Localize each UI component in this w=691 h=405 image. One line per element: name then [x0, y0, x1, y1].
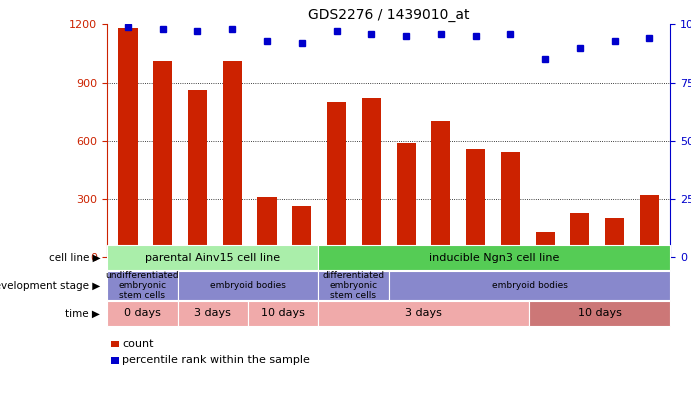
Bar	[397, 143, 415, 257]
Bar	[362, 98, 381, 257]
Bar	[258, 197, 276, 257]
Text: 10 days: 10 days	[261, 309, 305, 318]
Text: differentiated
embryonic
stem cells: differentiated embryonic stem cells	[323, 271, 385, 301]
Bar	[327, 102, 346, 257]
Bar	[466, 149, 485, 257]
Title: GDS2276 / 1439010_at: GDS2276 / 1439010_at	[308, 8, 469, 22]
Bar	[292, 206, 312, 257]
Text: time ▶: time ▶	[66, 309, 100, 318]
Text: cell line ▶: cell line ▶	[48, 253, 100, 262]
Text: undifferentiated
embryonic
stem cells: undifferentiated embryonic stem cells	[106, 271, 179, 301]
Text: parental Ainv15 cell line: parental Ainv15 cell line	[145, 253, 281, 262]
Text: 3 days: 3 days	[406, 309, 442, 318]
Text: inducible Ngn3 cell line: inducible Ngn3 cell line	[429, 253, 560, 262]
Text: 10 days: 10 days	[578, 309, 622, 318]
Bar	[153, 61, 172, 257]
Bar	[223, 61, 242, 257]
Bar	[570, 213, 589, 257]
Bar	[501, 152, 520, 257]
Bar	[118, 28, 138, 257]
Text: percentile rank within the sample: percentile rank within the sample	[122, 356, 310, 365]
Bar	[640, 195, 659, 257]
Text: embryoid bodies: embryoid bodies	[491, 281, 567, 290]
Text: embryoid bodies: embryoid bodies	[210, 281, 286, 290]
Bar	[431, 122, 451, 257]
Bar	[536, 232, 555, 257]
Bar	[188, 90, 207, 257]
Bar	[605, 218, 624, 257]
Text: 0 days: 0 days	[124, 309, 161, 318]
Text: count: count	[122, 339, 154, 349]
Text: development stage ▶: development stage ▶	[0, 281, 100, 290]
Text: 3 days: 3 days	[194, 309, 231, 318]
